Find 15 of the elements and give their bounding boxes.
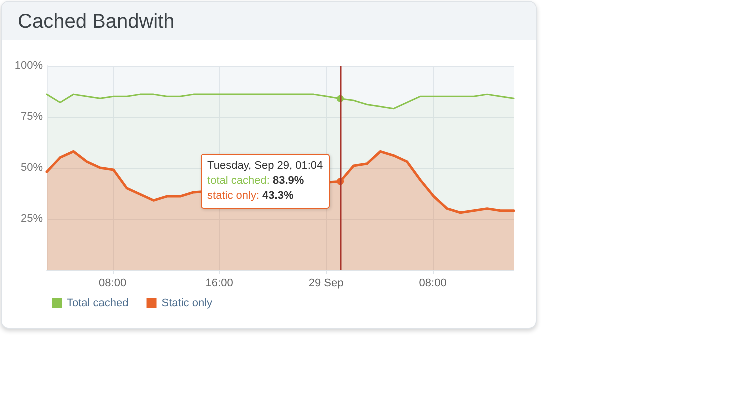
y-tick-label: 25% xyxy=(20,213,44,225)
y-tick-label: 75% xyxy=(20,111,44,123)
annotation: Tuesday, Sep 29, 01:04 xyxy=(208,159,324,174)
annotation: total cached: 83.9% xyxy=(208,175,304,188)
y-tick-label: 100% xyxy=(14,60,44,72)
x-tick-label: 08:00 xyxy=(99,278,127,290)
annotation: static only: 43.3% xyxy=(208,190,294,202)
y-tick-label: 50% xyxy=(20,162,44,174)
tooltip-box: Tuesday, Sep 29, 01:04 total cached: 83.9% static only: 43.3% xyxy=(200,154,330,210)
x-tick-label: 29 Sep xyxy=(308,278,344,290)
chart-title: Cached Bandwith xyxy=(18,10,175,34)
legend-label: Static only xyxy=(162,298,214,310)
x-tick-label: 08:00 xyxy=(419,278,447,290)
legend-label: Total cached xyxy=(67,298,129,310)
x-tick-label: 16:00 xyxy=(206,278,234,290)
